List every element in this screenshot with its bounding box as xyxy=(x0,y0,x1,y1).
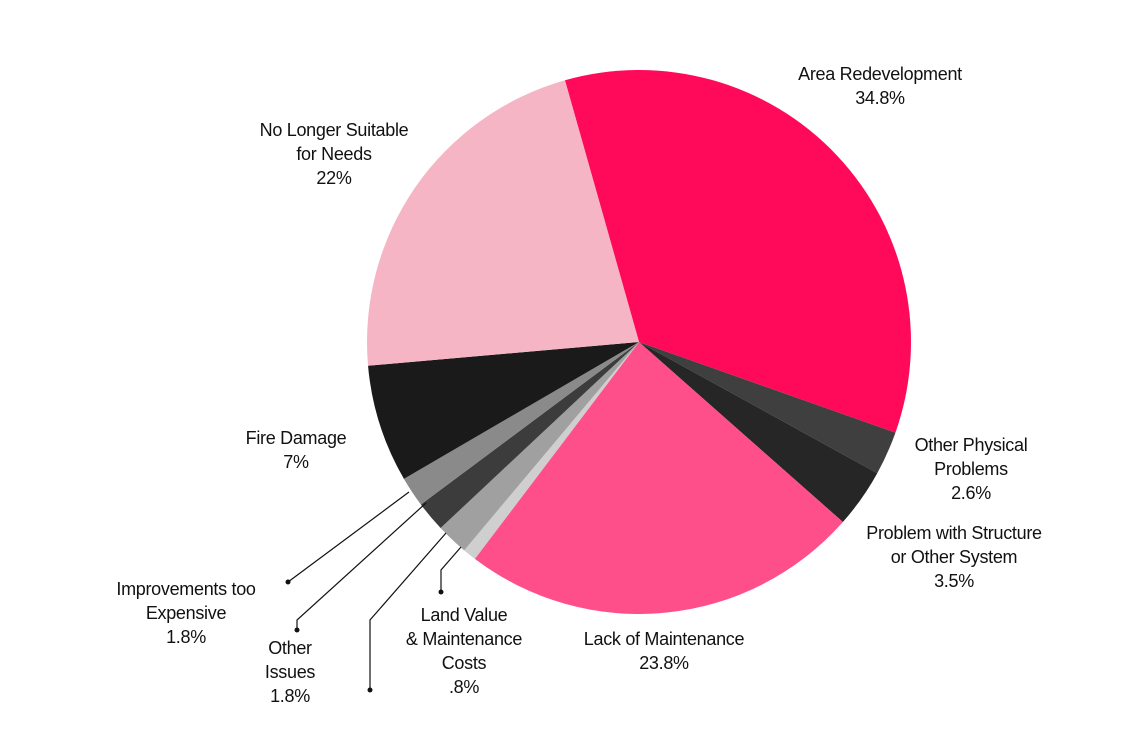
label-value: .8% xyxy=(448,677,480,697)
label-fire-damage: Fire Damage 7% xyxy=(246,426,347,474)
label-value: 3.5% xyxy=(934,571,974,591)
leader-land-value xyxy=(440,546,462,592)
label-text: Area Redevelopment xyxy=(798,64,962,84)
label-text: for Needs xyxy=(296,144,372,164)
slice-lack xyxy=(474,342,843,615)
slice-improve xyxy=(403,342,639,505)
leader-dots xyxy=(285,579,444,693)
label-text: No Longer Suitable xyxy=(259,120,409,140)
label-text: Other Physical xyxy=(914,435,1028,455)
label-value: 34.8% xyxy=(855,88,905,108)
label-text: Costs xyxy=(441,653,487,673)
slice-area xyxy=(564,70,912,433)
slice-fire xyxy=(368,342,639,479)
leader-other-issues xyxy=(296,502,427,630)
label-value: 22% xyxy=(316,168,352,188)
label-text: & Maintenance xyxy=(405,629,523,649)
label-problem-with-structure: Problem with Structure or Other System 3… xyxy=(866,521,1042,593)
label-text: or Other System xyxy=(890,547,1018,567)
pie-slices xyxy=(367,70,912,615)
leader-lines xyxy=(287,491,462,690)
label-text: Problems xyxy=(934,459,1008,479)
slice-otherphys xyxy=(639,342,896,474)
label-improvements-too-expensive: Improvements too Expensive 1.8% xyxy=(116,577,256,649)
slice-otherissues xyxy=(420,342,639,529)
label-other-physical-problems: Other Physical Problems 2.6% xyxy=(915,433,1028,505)
label-other-issues: Other Issues 1.8% xyxy=(264,636,316,708)
label-text: Problem with Structure xyxy=(866,523,1042,543)
label-text: Improvements too xyxy=(116,579,256,599)
label-text: Other xyxy=(268,638,312,658)
slice-land xyxy=(464,342,639,559)
label-text: Lack of Maintenance xyxy=(583,629,745,649)
label-no-longer-suitable: No Longer Suitable for Needs 22% xyxy=(260,118,409,190)
slice-unlabeled xyxy=(440,342,639,551)
label-value: 2.6% xyxy=(951,483,991,503)
leader-improvements xyxy=(287,491,410,583)
label-text: Expensive xyxy=(145,603,227,623)
slice-structure xyxy=(639,342,878,523)
slice-nolonger xyxy=(367,80,639,366)
label-lack-of-maintenance: Lack of Maintenance 23.8% xyxy=(583,627,745,675)
label-value: 23.8% xyxy=(639,653,689,673)
leader-unlabeled xyxy=(369,532,447,690)
label-text: Land Value xyxy=(420,605,508,625)
label-text: Issues xyxy=(264,662,316,682)
label-land-value: Land Value & Maintenance Costs .8% xyxy=(406,603,522,699)
label-area-redevelopment: Area Redevelopment 34.8% xyxy=(798,62,962,110)
label-value: 7% xyxy=(283,452,309,472)
label-value: 1.8% xyxy=(270,686,310,706)
label-value: 1.8% xyxy=(166,627,206,647)
label-text: Fire Damage xyxy=(245,428,347,448)
